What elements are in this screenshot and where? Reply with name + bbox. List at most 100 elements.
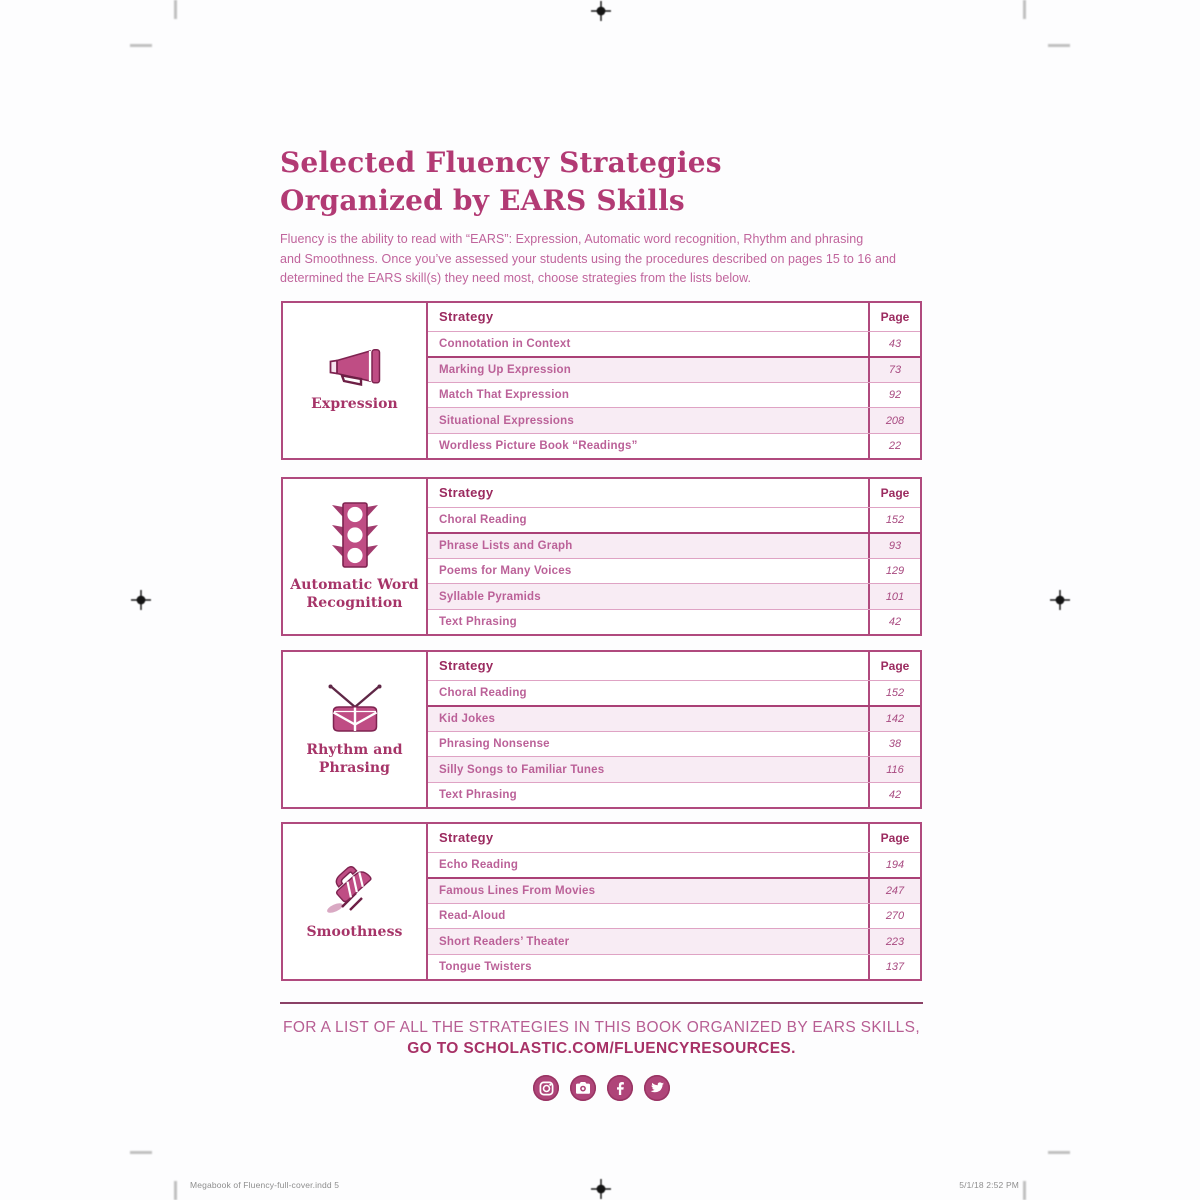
strategy-column-header: Strategy: [439, 309, 494, 325]
page-number: 38: [868, 732, 920, 757]
facebook-icon[interactable]: [607, 1075, 633, 1101]
strategy-name: Short Readers’ Theater: [439, 935, 570, 948]
intro-line: Fluency is the ability to read with “EAR…: [280, 232, 864, 246]
strategy-rows: Strategy Page Choral Reading 152 Phrase …: [428, 479, 920, 634]
strategy-name: Text Phrasing: [439, 788, 517, 801]
page-column-header: Page: [868, 479, 920, 507]
page-number: 73: [868, 357, 920, 383]
page-number: 43: [868, 331, 920, 356]
page-number: 92: [868, 383, 920, 408]
crop-mark-icon: [174, 0, 177, 19]
strategy-name: Phrase Lists and Graph: [439, 539, 573, 552]
strategy-rows: Strategy Page Echo Reading 194 Famous Li…: [428, 824, 920, 979]
page-title-line1: Selected Fluency Strategies: [280, 146, 722, 179]
strategy-name: Connotation in Context: [439, 337, 571, 350]
registration-mark-icon: [591, 1179, 611, 1199]
strategy-name: Famous Lines From Movies: [439, 884, 596, 897]
strategy-name: Poems for Many Voices: [439, 565, 572, 578]
instagram-icon[interactable]: [533, 1075, 559, 1101]
page-number: 142: [868, 706, 920, 732]
strategy-table: Smoothness Strategy Page Echo Reading 19…: [281, 822, 922, 981]
table-row: Read-Aloud 270: [428, 903, 920, 929]
page-title: Selected Fluency Strategies Organized by …: [280, 144, 722, 219]
skill-label-line: Automatic Word: [290, 576, 419, 593]
skill-label-line: Smoothness: [306, 923, 403, 940]
table-row: Famous Lines From Movies 247: [428, 876, 920, 904]
strategy-column-header: Strategy: [439, 658, 494, 674]
crop-mark-icon: [1023, 0, 1026, 19]
page-number: 152: [868, 507, 920, 532]
table-row: Connotation in Context 43: [428, 330, 920, 356]
strategy-rows: Strategy Page Connotation in Context 43 …: [428, 303, 920, 458]
iron-icon: [326, 863, 384, 915]
crop-mark-icon: [130, 44, 152, 47]
social-icons-row: [280, 1075, 923, 1101]
page-number: 116: [868, 757, 920, 782]
strategy-name: Tongue Twisters: [439, 960, 532, 973]
skill-cell: Smoothness: [283, 824, 428, 979]
page-column-header: Page: [868, 303, 920, 331]
crop-mark-icon: [1023, 1181, 1026, 1200]
strategy-table: Automatic Word Recognition Strategy Page …: [281, 477, 922, 636]
strategy-name: Syllable Pyramids: [439, 590, 541, 603]
skill-label-line: Phrasing: [318, 759, 391, 776]
skill-label-line: Expression: [311, 395, 398, 412]
intro-line: and Smoothness. Once you’ve assessed you…: [280, 251, 896, 266]
megaphone-icon: [326, 348, 384, 387]
table-row: Choral Reading 152: [428, 679, 920, 705]
table-row: Silly Songs to Familiar Tunes 116: [428, 756, 920, 782]
page-number: 270: [868, 904, 920, 929]
table-row: Marking Up Expression 73: [428, 355, 920, 383]
skill-label-line: Recognition: [306, 594, 403, 611]
drum-icon: [325, 683, 385, 733]
page-number: 223: [868, 929, 920, 954]
skill-label: Smoothness: [306, 923, 402, 941]
page-number: 42: [868, 782, 920, 807]
page-number: 22: [868, 433, 920, 458]
skill-cell: Expression: [283, 303, 428, 458]
table-row: Tongue Twisters 137: [428, 953, 920, 979]
table-row: Phrasing Nonsense 38: [428, 731, 920, 757]
camera-icon[interactable]: [570, 1075, 596, 1101]
page-title-line2: Organized by EARS Skills: [280, 183, 685, 217]
page-number: 42: [868, 609, 920, 634]
footer-note-line1: FOR A LIST OF ALL THE STRATEGIES IN THIS…: [283, 1019, 920, 1036]
traffic-light-icon: [330, 501, 380, 568]
table-row: Text Phrasing 42: [428, 781, 920, 807]
table-row: Phrase Lists and Graph 93: [428, 531, 920, 559]
page-column-header: Page: [868, 824, 920, 852]
crop-mark-icon: [130, 1151, 152, 1154]
table-row: Poems for Many Voices 129: [428, 558, 920, 584]
table-header-row: Strategy Page: [428, 824, 920, 852]
slug-filename: Megabook of Fluency-full-cover.indd 5: [190, 1180, 340, 1190]
strategy-name: Echo Reading: [439, 858, 519, 871]
skill-cell: Automatic Word Recognition: [283, 479, 428, 634]
strategy-name: Read-Aloud: [439, 910, 506, 923]
twitter-icon[interactable]: [644, 1075, 670, 1101]
strategy-column-header: Strategy: [439, 830, 494, 846]
table-row: Wordless Picture Book “Readings” 22: [428, 432, 920, 458]
table-header-row: Strategy Page: [428, 652, 920, 680]
table-row: Short Readers’ Theater 223: [428, 928, 920, 954]
strategy-name: Silly Songs to Familiar Tunes: [439, 763, 605, 776]
crop-mark-icon: [1048, 1151, 1070, 1154]
page-number: 208: [868, 408, 920, 433]
strategy-table: Rhythm and Phrasing Strategy Page Choral …: [281, 650, 922, 809]
table-row: Situational Expressions 208: [428, 407, 920, 433]
strategy-name: Kid Jokes: [439, 712, 496, 725]
intro-paragraph: Fluency is the ability to read with “EAR…: [280, 230, 896, 289]
registration-mark-icon: [590, 1, 611, 21]
strategy-rows: Strategy Page Choral Reading 152 Kid Jok…: [428, 652, 920, 807]
page-number: 101: [868, 584, 920, 609]
page-number: 247: [868, 878, 920, 904]
strategy-name: Text Phrasing: [439, 615, 517, 628]
table-row: Text Phrasing 42: [428, 608, 920, 634]
strategy-name: Situational Expressions: [439, 414, 574, 427]
table-header-row: Strategy Page: [428, 303, 920, 331]
skill-label-line: Rhythm and: [306, 741, 403, 758]
table-header-row: Strategy Page: [428, 479, 920, 507]
strategy-name: Phrasing Nonsense: [439, 738, 550, 751]
table-row: Echo Reading 194: [428, 851, 920, 877]
page-number: 129: [868, 559, 920, 584]
